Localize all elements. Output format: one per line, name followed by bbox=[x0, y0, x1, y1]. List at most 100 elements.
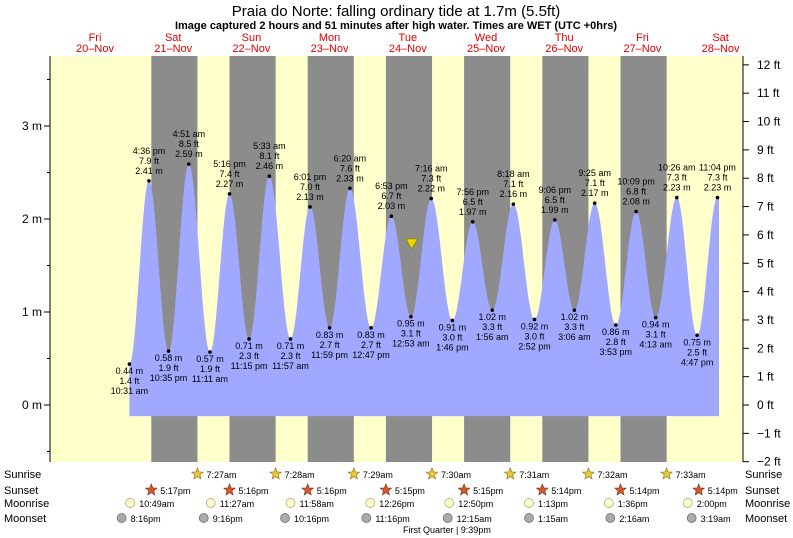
high-tide-metres-label: 2.17 m bbox=[581, 188, 609, 198]
moonset-time-label: 10:16pm bbox=[294, 514, 329, 524]
sunset-time-label: 5:14pm bbox=[551, 486, 581, 496]
low-tide-point bbox=[695, 333, 699, 338]
high-tide-time-label: 6:20 am bbox=[334, 153, 367, 163]
right-axis-tick-label: 0 ft bbox=[757, 398, 774, 412]
high-tide-time-label: 9:25 am bbox=[578, 168, 611, 178]
low-tide-metres-label: 1.02 m bbox=[478, 312, 506, 322]
low-tide-feet-label: 2.3 ft bbox=[239, 351, 260, 361]
right-axis-tick-label: 4 ft bbox=[757, 285, 774, 299]
right-axis-tick-label: 1 ft bbox=[757, 370, 774, 384]
low-tide-time-label: 11:59 pm bbox=[311, 350, 348, 360]
low-tide-time-label: 4:13 am bbox=[639, 340, 672, 350]
high-tide-time-label: 5:33 am bbox=[253, 141, 286, 151]
low-tide-point bbox=[247, 337, 251, 341]
high-tide-point bbox=[715, 195, 720, 200]
day-name-label: Thu bbox=[555, 32, 574, 44]
sunrise-time-label: 7:33am bbox=[676, 470, 706, 480]
day-name-label: Sun bbox=[242, 32, 262, 44]
low-tide-point bbox=[450, 318, 455, 323]
high-tide-feet-label: 7.9 ft bbox=[139, 156, 160, 166]
day-date-label: 23–Nov bbox=[311, 43, 349, 55]
high-tide-time-label: 11:04 pm bbox=[699, 163, 736, 173]
moonset-time-label: 2:16am bbox=[619, 514, 649, 524]
moonrise-time-label: 12:50pm bbox=[458, 499, 493, 509]
high-tide-point bbox=[147, 179, 151, 183]
sunrise-row-label-left: Sunrise bbox=[4, 469, 41, 481]
high-tide-feet-label: 8.1 ft bbox=[259, 151, 280, 161]
high-tide-point bbox=[308, 205, 312, 209]
right-axis-tick-label: 7 ft bbox=[757, 200, 774, 214]
sunset-icon bbox=[692, 483, 706, 496]
day-name-label: Wed bbox=[475, 32, 497, 44]
high-tide-metres-label: 2.27 m bbox=[216, 179, 244, 189]
low-tide-metres-label: 0.57 m bbox=[196, 354, 224, 364]
left-axis-tick-label: 0 m bbox=[22, 398, 42, 412]
current-tide-marker bbox=[405, 238, 419, 250]
day-date-label: 26–Nov bbox=[545, 43, 583, 55]
high-tide-feet-label: 7.6 ft bbox=[340, 163, 361, 173]
sunrise-time-label: 7:30am bbox=[441, 470, 471, 480]
low-tide-time-label: 3:53 pm bbox=[600, 347, 633, 357]
sunrise-icon bbox=[347, 467, 361, 480]
high-tide-metres-label: 1.97 m bbox=[459, 207, 487, 217]
moonrise-time-label: 10:49am bbox=[139, 499, 174, 509]
high-tide-point bbox=[553, 218, 557, 222]
high-tide-time-label: 10:26 am bbox=[658, 163, 696, 173]
high-tide-time-label: 7:56 pm bbox=[456, 187, 489, 197]
high-tide-metres-label: 2.13 m bbox=[296, 192, 324, 202]
low-tide-point bbox=[409, 314, 413, 319]
moonrise-icon bbox=[603, 498, 614, 508]
sunrise-time-label: 7:31am bbox=[519, 470, 549, 480]
low-tide-point bbox=[532, 317, 537, 322]
sunset-time-label: 5:15pm bbox=[395, 486, 425, 496]
moonset-icon bbox=[524, 513, 534, 523]
moonrise-icon bbox=[285, 498, 296, 508]
moonrise-time-label: 12:26pm bbox=[379, 499, 414, 509]
sunset-icon bbox=[614, 483, 627, 496]
sunset-icon bbox=[223, 483, 236, 496]
low-tide-point bbox=[166, 349, 171, 353]
high-tide-time-label: 5:16 pm bbox=[213, 159, 246, 169]
high-tide-time-label: 4:36 pm bbox=[133, 146, 166, 156]
low-tide-time-label: 10:35 pm bbox=[150, 373, 188, 383]
day-name-label: Mon bbox=[319, 32, 340, 44]
low-tide-time-label: 3:06 am bbox=[558, 332, 591, 342]
low-tide-feet-label: 2.7 ft bbox=[361, 340, 382, 350]
sunset-row-label-right: Sunset bbox=[745, 485, 779, 497]
low-tide-time-label: 1:46 pm bbox=[436, 342, 469, 352]
high-tide-feet-label: 7.3 ft bbox=[421, 174, 442, 184]
low-tide-metres-label: 0.83 m bbox=[316, 330, 344, 340]
moonrise-icon bbox=[365, 498, 376, 508]
low-tide-time-label: 11:11 am bbox=[192, 374, 228, 384]
low-tide-time-label: 1:56 am bbox=[476, 332, 509, 342]
right-axis-tick-label: 12 ft bbox=[757, 58, 781, 72]
low-tide-metres-label: 1.02 m bbox=[561, 312, 589, 322]
high-tide-metres-label: 2.33 m bbox=[336, 173, 364, 183]
low-tide-feet-label: 3.0 ft bbox=[442, 332, 463, 342]
sunrise-row-label-right: Sunrise bbox=[745, 469, 782, 481]
moonset-icon bbox=[361, 513, 372, 523]
high-tide-feet-label: 6.7 ft bbox=[381, 191, 402, 201]
right-axis-tick-label: 6 ft bbox=[757, 228, 774, 242]
tide-area bbox=[129, 164, 720, 417]
moonrise-icon bbox=[125, 498, 136, 508]
high-tide-feet-label: 8.5 ft bbox=[179, 139, 200, 149]
high-tide-point bbox=[389, 214, 394, 219]
low-tide-feet-label: 3.3 ft bbox=[564, 322, 585, 332]
sunrise-icon bbox=[425, 467, 439, 480]
sunset-time-label: 5:14pm bbox=[708, 486, 738, 496]
moonset-icon bbox=[198, 513, 209, 523]
sunrise-time-label: 7:32am bbox=[597, 470, 627, 480]
moonset-icon bbox=[116, 513, 127, 523]
low-tide-feet-label: 3.1 ft bbox=[646, 330, 667, 340]
sunrise-time-label: 7:27am bbox=[206, 470, 236, 480]
moonset-row-label-left: Moonset bbox=[4, 513, 46, 525]
low-tide-metres-label: 0.44 m bbox=[116, 366, 144, 376]
low-tide-metres-label: 0.95 m bbox=[397, 319, 425, 329]
astronomy-rows: Sunrise Sunrise 7:27am 7:28am 7:29am 7:30am 7:… bbox=[4, 467, 790, 535]
moonrise-row-label-left: Moonrise bbox=[4, 498, 49, 510]
low-tide-point bbox=[327, 326, 332, 330]
low-tide-time-label: 12:53 am bbox=[392, 339, 430, 349]
left-axis-tick-label: 3 m bbox=[22, 119, 42, 133]
moonrise-icon bbox=[682, 498, 693, 508]
